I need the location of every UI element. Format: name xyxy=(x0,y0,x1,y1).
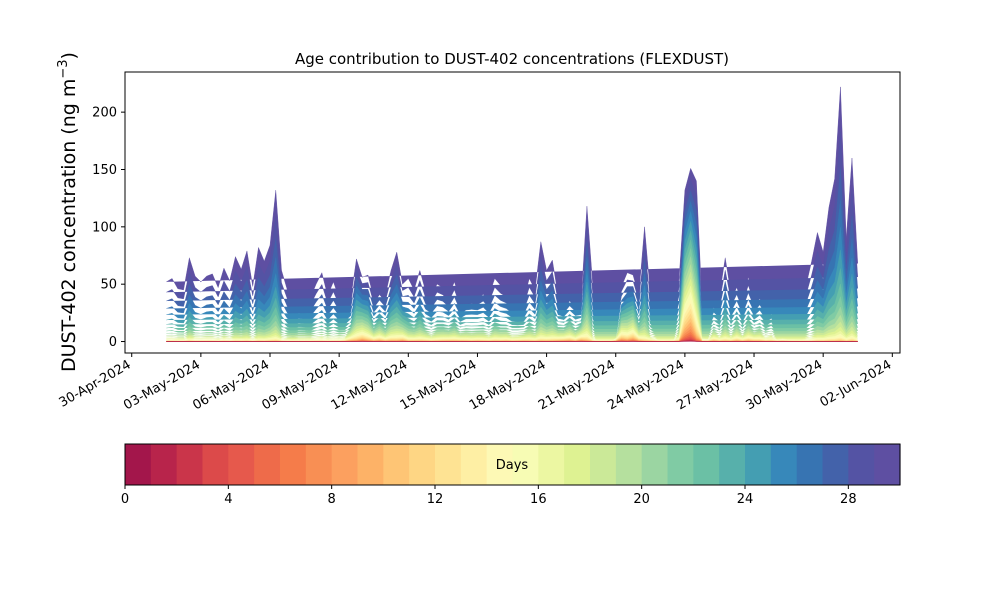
colorbar-swatch-day-5 xyxy=(254,444,281,485)
x-tick-label: 02-Jun-2024 xyxy=(817,357,894,410)
colorbar-swatch-day-7 xyxy=(305,444,333,485)
colorbar-swatch-day-10 xyxy=(383,444,410,485)
colorbar-swatch-day-19 xyxy=(615,444,643,485)
colorbar-swatch-day-27 xyxy=(822,444,849,485)
colorbar-swatch-day-12 xyxy=(435,444,462,485)
y-tick-label: 150 xyxy=(92,163,117,178)
colorbar-swatch-day-21 xyxy=(667,444,694,485)
colorbar-swatch-day-14 xyxy=(486,444,514,485)
x-tick-label: 15-May-2024 xyxy=(398,357,480,413)
colorbar-swatch-day-24 xyxy=(745,444,772,485)
colorbar-tick-label: 24 xyxy=(737,492,754,507)
colorbar-tick-label: 16 xyxy=(530,492,547,507)
plot-frame xyxy=(124,71,901,354)
colorbar-swatch-day-26 xyxy=(796,444,824,485)
x-tick-label: 03-May-2024 xyxy=(121,357,203,413)
colorbar-swatch-day-13 xyxy=(460,444,488,485)
x-tick-label: 06-May-2024 xyxy=(190,357,272,413)
colorbar-swatch-day-16 xyxy=(538,444,565,485)
y-axis-ticks: 0 50 100 150 200 xyxy=(92,106,125,350)
colorbar-tick-label: 8 xyxy=(328,492,336,507)
colorbar-tick-label: 20 xyxy=(633,492,650,507)
colorbar-swatch-day-25 xyxy=(770,444,798,485)
colorbar-swatch-day-17 xyxy=(564,444,591,485)
colorbar-swatch-day-28 xyxy=(848,444,875,485)
colorbar-swatch-day-8 xyxy=(331,444,359,485)
x-tick-label: 09-May-2024 xyxy=(259,357,341,413)
colorbar-tick-label: 4 xyxy=(224,492,232,507)
colorbar-swatch-day-15 xyxy=(512,444,539,485)
x-tick-label: 27-May-2024 xyxy=(674,357,756,413)
y-axis-label: DUST-402 concentration (ng m−3) xyxy=(56,52,80,372)
colorbar-swatch-day-9 xyxy=(357,444,384,485)
colorbar-swatch-day-0 xyxy=(125,444,152,485)
y-tick-label: 100 xyxy=(92,220,117,235)
x-tick-label: 12-May-2024 xyxy=(329,357,411,413)
colorbar-swatch-day-18 xyxy=(590,444,617,485)
colorbar-ticks: 0 4 8 12 16 20 24 28 xyxy=(121,485,857,507)
colorbar-swatch-day-22 xyxy=(693,444,720,485)
colorbar-swatch-day-3 xyxy=(202,444,229,485)
colorbar-swatch-day-4 xyxy=(228,444,255,485)
x-tick-label: 30-May-2024 xyxy=(743,357,825,413)
colorbar-tick-label: 12 xyxy=(427,492,444,507)
colorbar-swatch-day-29 xyxy=(874,444,901,485)
stacked-area-layers xyxy=(166,86,858,342)
colorbar xyxy=(125,444,901,485)
chart-title: Age contribution to DUST-402 concentrati… xyxy=(295,50,729,68)
colorbar-swatch-day-6 xyxy=(280,444,307,485)
colorbar-swatch-day-1 xyxy=(150,444,178,485)
x-tick-label: 24-May-2024 xyxy=(605,357,687,413)
colorbar-frame xyxy=(124,443,901,486)
colorbar-swatch-day-23 xyxy=(719,444,746,485)
colorbar-swatch-day-11 xyxy=(409,444,436,485)
y-tick-label: 200 xyxy=(92,106,117,121)
colorbar-tick-label: 0 xyxy=(121,492,129,507)
y-tick-label: 50 xyxy=(100,278,117,293)
x-tick-label: 18-May-2024 xyxy=(467,357,549,413)
colorbar-swatch-day-20 xyxy=(641,444,669,485)
colorbar-label: Days xyxy=(496,458,529,473)
colorbar-swatch-day-2 xyxy=(176,444,204,485)
x-axis-ticks: 30-Apr-202403-May-202406-May-202409-May-… xyxy=(57,353,894,413)
colorbar-tick-label: 28 xyxy=(840,492,857,507)
y-tick-label: 0 xyxy=(109,335,117,350)
x-tick-label: 21-May-2024 xyxy=(536,357,618,413)
